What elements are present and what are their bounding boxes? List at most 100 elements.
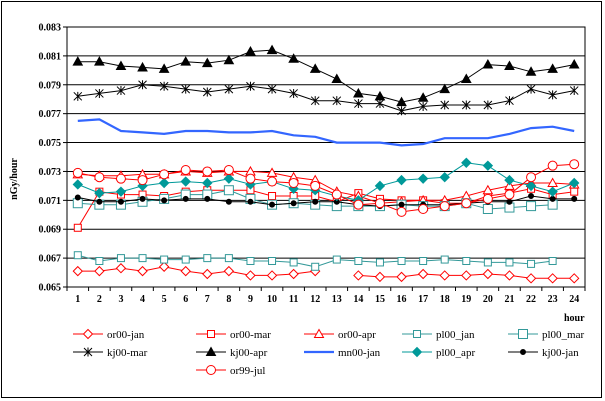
- plot-border: [66, 26, 586, 288]
- legend-swatch-marker: [207, 330, 215, 338]
- data-point: [138, 254, 147, 263]
- legend-swatch-marker: [411, 346, 423, 358]
- data-point: [483, 258, 492, 267]
- data-point: [245, 46, 256, 56]
- data-point: [115, 186, 127, 197]
- data-point: [223, 165, 234, 175]
- data-point: [312, 198, 319, 205]
- data-point: [181, 255, 190, 264]
- data-point: [289, 258, 298, 267]
- legend-label: or00-mar: [230, 329, 271, 341]
- legend-swatch-marker: [520, 349, 526, 355]
- data-point: [223, 173, 235, 184]
- data-point: [94, 187, 105, 199]
- x-tick-label: 20: [483, 294, 493, 305]
- y-tick-label: 0.075: [39, 138, 62, 149]
- series-line: [77, 84, 575, 112]
- y-axis-label: nGy/hour: [9, 158, 20, 200]
- x-tick-label: 4: [140, 294, 145, 305]
- data-point: [569, 177, 580, 189]
- data-point: [505, 96, 514, 106]
- data-point: [547, 273, 558, 284]
- x-tick-label: 18: [440, 294, 450, 305]
- legend: or00-jan or00-mar or00-apr pl00_jan pl00_mar…: [73, 328, 584, 377]
- data-point: [460, 73, 472, 83]
- series-kj00-apr: [72, 44, 580, 107]
- data-point: [397, 106, 406, 116]
- data-point: [158, 63, 170, 73]
- legend-label: kj00-mar: [107, 347, 148, 359]
- data-point: [462, 257, 471, 265]
- data-point: [526, 84, 536, 94]
- data-point: [549, 195, 556, 202]
- series-line: [77, 118, 575, 147]
- data-point: [160, 255, 169, 264]
- x-tick-label: 8: [226, 294, 231, 305]
- data-point: [180, 176, 191, 187]
- x-tick-label: 7: [205, 294, 210, 305]
- data-point: [526, 201, 537, 212]
- data-point: [374, 90, 386, 101]
- x-tick-label: 24: [569, 294, 579, 305]
- data-point: [396, 206, 407, 217]
- data-point: [374, 180, 386, 192]
- legend-item: or00-jan: [73, 328, 145, 341]
- data-point: [525, 273, 537, 284]
- legend-swatch-marker: [83, 347, 93, 357]
- data-point: [482, 59, 494, 69]
- x-tick-label: 9: [248, 294, 253, 305]
- x-tick-label: 12: [310, 294, 320, 305]
- data-point: [528, 193, 535, 199]
- data-point: [548, 90, 557, 100]
- series-layer: [72, 44, 580, 284]
- data-point: [526, 172, 537, 183]
- x-tick-label: 22: [526, 294, 536, 305]
- data-point: [246, 257, 255, 265]
- x-tick-label: 13: [332, 294, 342, 305]
- legend-label: kj00-jan: [542, 347, 579, 359]
- data-point: [159, 169, 170, 180]
- data-point: [180, 165, 191, 175]
- data-point: [571, 195, 578, 202]
- legend-item: kj00-apr: [196, 346, 268, 359]
- data-point: [525, 66, 537, 76]
- data-point: [72, 56, 84, 66]
- legend-label: or99-jul: [230, 365, 265, 377]
- data-point: [224, 84, 234, 94]
- data-point: [158, 261, 170, 272]
- x-tick-label: 2: [97, 294, 102, 305]
- data-point: [115, 173, 126, 184]
- data-point: [353, 270, 364, 281]
- data-point: [116, 254, 125, 263]
- data-point: [96, 198, 103, 205]
- data-point: [94, 56, 105, 66]
- data-point: [137, 265, 148, 277]
- series-mn00-jan: [77, 118, 575, 147]
- legend-swatch-marker: [518, 329, 528, 339]
- data-point: [225, 198, 232, 205]
- data-point: [73, 251, 82, 260]
- data-point: [202, 177, 213, 189]
- data-point: [245, 173, 256, 184]
- x-tick-label: 14: [353, 294, 363, 305]
- data-point: [331, 73, 343, 83]
- legend-item: pl00_jan: [402, 329, 475, 341]
- data-point: [138, 80, 147, 90]
- data-point: [310, 180, 321, 191]
- data-point: [375, 258, 384, 267]
- data-point: [246, 81, 255, 91]
- data-point: [245, 270, 256, 281]
- data-point: [181, 84, 191, 94]
- data-point: [417, 173, 429, 184]
- data-point: [504, 189, 515, 200]
- series-line: [77, 49, 575, 103]
- legend-label: or00-apr: [338, 329, 376, 341]
- data-point: [482, 193, 493, 204]
- legend-label: mn00-jan: [338, 347, 381, 359]
- data-point: [440, 100, 450, 110]
- data-point: [506, 198, 513, 205]
- data-point: [267, 176, 278, 187]
- legend-swatch-marker: [205, 346, 217, 356]
- series-kj00-mar: [73, 80, 579, 116]
